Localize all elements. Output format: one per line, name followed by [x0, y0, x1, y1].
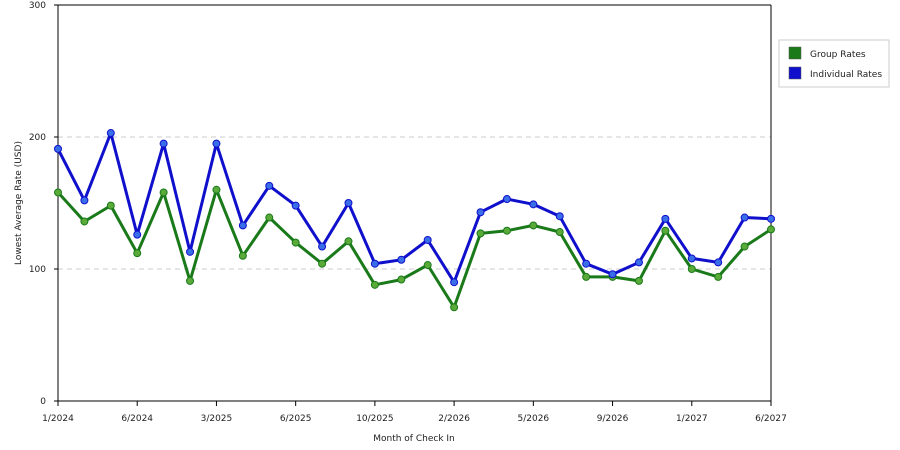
- data-point: [159, 139, 168, 148]
- data-point: [397, 255, 406, 264]
- data-point: [186, 247, 195, 256]
- data-point: [238, 221, 247, 230]
- data-point: [318, 259, 327, 268]
- series-line: [56, 188, 772, 309]
- data-point: [80, 217, 89, 226]
- y-tick-label: 0: [40, 397, 46, 407]
- data-point: [767, 225, 775, 234]
- legend: Group Rates Individual Rates: [778, 39, 890, 88]
- x-tick-label: 3/2025: [201, 414, 233, 424]
- data-point: [661, 214, 670, 223]
- grid-lines: [58, 136, 771, 270]
- y-ticks: 0 100 200 300: [29, 1, 58, 407]
- data-point: [265, 181, 274, 190]
- data-point: [159, 188, 168, 197]
- data-point: [291, 201, 300, 210]
- axes: [57, 4, 772, 402]
- series-line: [56, 131, 772, 284]
- data-point: [423, 235, 432, 244]
- legend-swatch-individual-rates: [788, 66, 802, 80]
- data-point: [54, 144, 62, 153]
- data-point: [265, 213, 274, 222]
- legend-label-group-rates: Group Rates: [810, 50, 866, 60]
- data-point: [291, 238, 300, 247]
- data-point: [687, 265, 696, 273]
- data-point: [529, 221, 538, 230]
- data-point: [423, 261, 432, 270]
- data-point: [582, 272, 591, 281]
- x-tick-label: 1/2024: [42, 414, 74, 424]
- data-point: [529, 200, 538, 209]
- data-point: [502, 226, 511, 235]
- data-point: [106, 201, 115, 210]
- data-point: [555, 212, 564, 221]
- data-point: [714, 258, 723, 267]
- data-point: [476, 208, 485, 217]
- legend-label-individual-rates: Individual Rates: [810, 70, 882, 80]
- data-point: [555, 228, 564, 237]
- x-tick-label: 6/2025: [280, 414, 312, 424]
- data-point: [186, 276, 195, 285]
- x-tick-label: 1/2027: [676, 414, 708, 424]
- data-point: [740, 213, 749, 222]
- data-point: [634, 258, 643, 267]
- data-point: [608, 270, 617, 279]
- series: [54, 129, 775, 312]
- data-point: [450, 303, 459, 312]
- data-point: [687, 254, 696, 263]
- data-point: [714, 272, 723, 281]
- data-point: [212, 185, 221, 194]
- x-tick-label: 2/2026: [438, 414, 470, 424]
- data-point: [106, 129, 115, 138]
- data-point: [476, 229, 485, 238]
- x-tick-label: 6/2024: [121, 414, 153, 424]
- x-tick-label: 6/2027: [755, 414, 787, 424]
- y-tick-label: 100: [29, 265, 46, 275]
- data-point: [634, 276, 643, 285]
- data-point: [661, 226, 670, 235]
- data-point: [740, 242, 749, 251]
- data-point: [344, 199, 353, 207]
- data-point: [54, 188, 62, 197]
- y-axis-title: Lowest Average Rate (USD): [14, 141, 24, 265]
- data-point: [370, 259, 379, 268]
- data-point: [238, 251, 247, 260]
- x-tick-label: 10/2025: [356, 414, 393, 424]
- data-point: [318, 242, 327, 251]
- data-point: [397, 275, 406, 284]
- data-point: [502, 195, 511, 204]
- x-tick-label: 5/2026: [517, 414, 549, 424]
- data-point: [344, 237, 353, 246]
- data-point: [450, 278, 459, 287]
- x-tick-label: 9/2026: [597, 414, 629, 424]
- data-point: [582, 259, 591, 268]
- y-tick-label: 300: [29, 1, 46, 11]
- data-point: [767, 214, 775, 223]
- data-point: [212, 139, 221, 148]
- data-point: [370, 280, 379, 289]
- x-axis-title: Month of Check In: [373, 434, 455, 444]
- data-point: [133, 249, 142, 258]
- data-point: [80, 196, 89, 205]
- series-individual-rates: [54, 129, 775, 287]
- x-ticks: 1/2024 6/2024 3/2025 6/2025 10/2025 2/2026 5/2…: [42, 401, 787, 424]
- y-tick-label: 200: [29, 133, 46, 143]
- data-point: [133, 230, 142, 239]
- legend-swatch-group-rates: [788, 46, 802, 60]
